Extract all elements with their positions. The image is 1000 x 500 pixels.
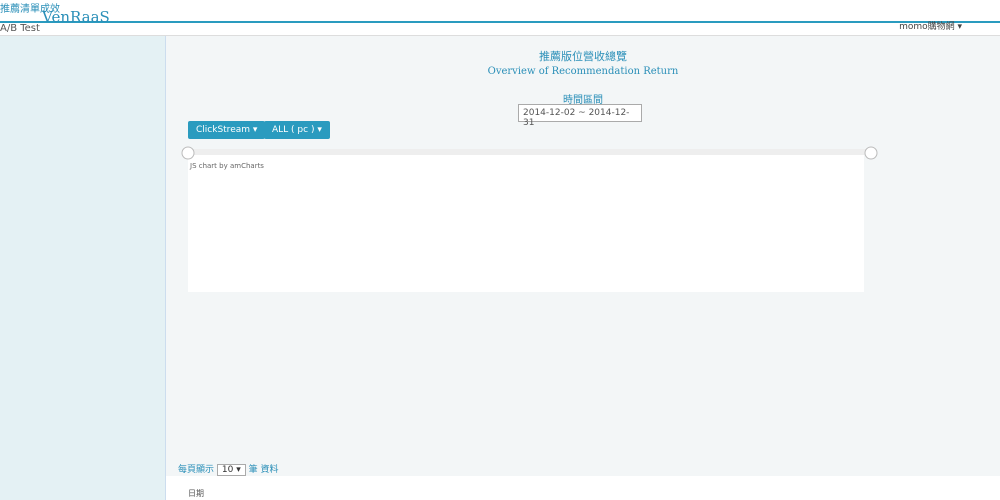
chart: JS chart by amCharts [181, 146, 878, 292]
plot-bg [188, 150, 864, 292]
source-dropdown[interactable]: ClickStream ▾ [188, 121, 266, 139]
logo[interactable]: VenRaaS [42, 8, 110, 26]
date-col: 日期 [188, 489, 204, 498]
sidebar [0, 36, 166, 500]
page-subtitle: Overview of Recommendation Return [487, 66, 679, 77]
device-dropdown[interactable]: ALL ( pc ) ▾ [264, 121, 330, 139]
page-size: 每頁顯示 10 ▾ 筆 資料 [178, 462, 279, 476]
nav-tab[interactable]: A/B Test [0, 23, 40, 34]
scroll-handle[interactable] [864, 146, 878, 160]
user-menu[interactable]: momo購物網 ▾ [899, 22, 962, 32]
date-range[interactable]: 2014-12-02 ~ 2014-12-31 [518, 104, 642, 128]
scrollbar[interactable] [188, 149, 872, 155]
page-size-label: 每頁顯示 [178, 465, 215, 475]
nav-tab[interactable]: 推薦清單成效 [0, 0, 1000, 23]
device: ALL ( pc ) [272, 125, 315, 135]
table-header: 日期 [166, 476, 1000, 500]
source: ClickStream [196, 125, 251, 135]
credit: JS chart by amCharts [189, 162, 264, 170]
page-size-select[interactable]: 10 ▾ [216, 464, 246, 476]
unit: 筆 資料 [248, 465, 279, 475]
period-label: 時間區間 [563, 95, 603, 106]
page-title: 推薦版位營收總覽 [539, 50, 627, 63]
scroll-handle[interactable] [181, 146, 195, 160]
page-size-value: 10 [221, 465, 234, 475]
